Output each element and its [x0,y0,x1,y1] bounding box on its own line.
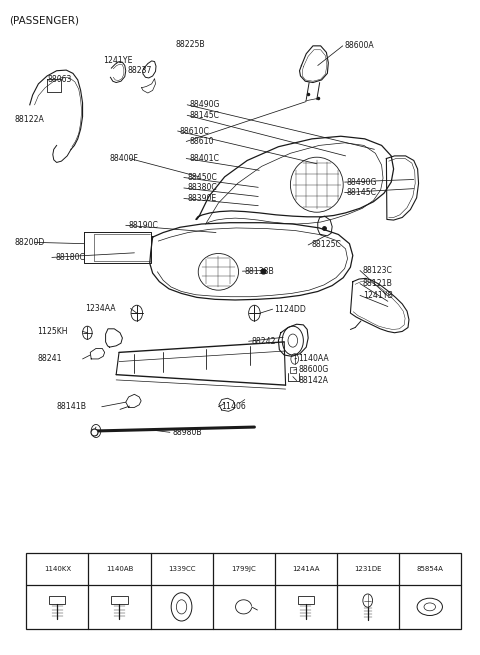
Text: 88123C: 88123C [363,266,393,275]
Text: 88450C: 88450C [187,173,217,182]
Text: 1241YB: 1241YB [363,291,393,300]
Text: 88400F: 88400F [109,154,138,163]
Text: 1125KH: 1125KH [37,327,68,336]
Text: 88122A: 88122A [14,115,44,124]
Text: 88380C: 88380C [187,183,217,193]
Bar [49,596,65,605]
Text: 88125C: 88125C [311,240,341,250]
Text: 1234AA: 1234AA [85,304,116,313]
Text: 88142A: 88142A [299,376,328,385]
Text: 88141B: 88141B [57,402,86,411]
Bar [298,596,314,605]
Text: 1140AB: 1140AB [106,566,133,572]
Text: 88490G: 88490G [347,178,377,187]
Text: 88237: 88237 [127,66,152,75]
Text: (PASSENGER): (PASSENGER) [10,16,80,26]
Text: 1140KX: 1140KX [44,566,71,572]
Text: 88401C: 88401C [190,154,220,163]
Text: 88225B: 88225B [175,40,205,49]
Text: 1339CC: 1339CC [168,566,195,572]
Text: 88200D: 88200D [14,238,45,247]
Text: 88600A: 88600A [345,41,374,50]
Text: 1241YE: 1241YE [103,56,132,65]
Text: 1231DE: 1231DE [354,566,382,572]
Text: 88241: 88241 [37,354,62,364]
Text: 88145C: 88145C [347,188,376,197]
Text: 88063: 88063 [47,75,72,84]
Text: 1140AA: 1140AA [299,354,329,363]
Text: 88490G: 88490G [190,100,220,109]
Text: 88121B: 88121B [363,279,393,288]
Text: 1799JC: 1799JC [231,566,256,572]
Text: 88390E: 88390E [187,194,216,203]
Text: 88138B: 88138B [245,267,275,276]
Bar [26,553,461,629]
Text: 88600G: 88600G [299,365,329,374]
Text: 88610C: 88610C [180,126,210,136]
Text: 85854A: 85854A [416,566,443,572]
Text: 88190C: 88190C [129,221,158,230]
Text: 88180C: 88180C [55,253,85,262]
Text: 1241AA: 1241AA [292,566,319,572]
Text: 1124DD: 1124DD [275,305,306,314]
Text: 11406: 11406 [221,402,246,411]
Text: 88610: 88610 [190,137,214,146]
Bar [111,596,128,605]
Text: 88242: 88242 [252,337,276,346]
Text: 88980B: 88980B [173,428,203,437]
Text: 88145C: 88145C [190,111,220,120]
